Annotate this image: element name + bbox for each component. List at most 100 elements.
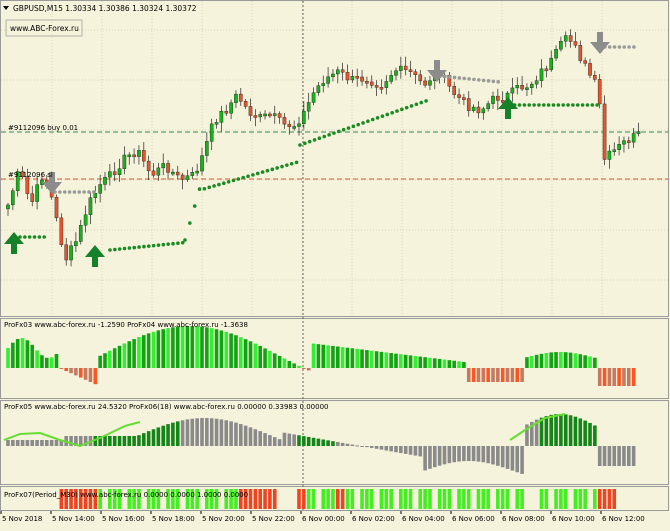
indicator-1-bar: [195, 326, 199, 368]
indicator-3-bar: [151, 489, 156, 509]
bullish-candle: [190, 172, 195, 176]
indicator-2-bar: [98, 436, 102, 446]
indicator-3-bar: [112, 489, 117, 509]
indicator-2-bar: [408, 446, 413, 455]
indicator-3-bar: [171, 489, 175, 509]
support-dot: [527, 103, 532, 107]
indicator-1-bar: [466, 368, 471, 382]
indicator-3-bar: [311, 489, 316, 509]
indicator-1-bar: [365, 350, 369, 368]
support-dot: [575, 103, 580, 107]
indicator-1-bar: [258, 345, 262, 368]
dropdown-triangle-icon[interactable]: [3, 6, 9, 10]
bullish-candle: [74, 241, 78, 246]
bullish-candle: [394, 70, 398, 76]
bearish-candle: [25, 176, 30, 194]
indicator-1-bar: [476, 368, 481, 382]
indicator-3-bar: [268, 489, 272, 509]
support-dot: [298, 143, 302, 147]
indicator-3-bar: [117, 489, 122, 509]
indicator-3-bar: [69, 489, 73, 509]
bearish-candle: [151, 170, 156, 176]
bullish-candle: [306, 102, 311, 112]
indicator-1-bar: [59, 368, 64, 369]
time-axis-label: 5 Nov 16:00: [102, 515, 145, 523]
indicator-2-bar: [171, 422, 175, 446]
indicator-1-bar: [336, 346, 340, 368]
support-dot: [370, 117, 375, 122]
indicator-1-bar: [345, 347, 350, 368]
indicator-1-bar: [481, 368, 486, 382]
indicator-2-bar: [403, 446, 408, 454]
indicator-1-bar: [190, 326, 195, 368]
bearish-candle: [175, 171, 180, 176]
support-dot: [294, 160, 299, 165]
indicator-1-bar: [302, 368, 306, 369]
indicator-2-bar: [214, 418, 219, 446]
bearish-candle: [500, 100, 505, 103]
resistance-dot: [627, 45, 631, 49]
indicator-3-bar: [602, 489, 607, 509]
time-axis-label: 6 Nov 02:00: [352, 515, 395, 523]
indicator-3-bar: [156, 489, 161, 509]
bullish-candle: [156, 167, 161, 176]
support-dot: [183, 238, 187, 242]
indicator-3-bar: [59, 489, 64, 509]
indicator-2-bar: [268, 435, 272, 446]
support-dot: [127, 246, 132, 250]
time-axis-label: 5 Nov 18:00: [152, 515, 195, 523]
main-panel-frame: [0, 0, 669, 317]
indicator-2-bar: [243, 425, 248, 446]
indicator-3-bar: [389, 489, 393, 509]
indicator-2-bar: [360, 446, 364, 447]
bearish-candle: [369, 81, 374, 86]
bearish-candle: [403, 65, 408, 70]
indicator-2-bar: [219, 419, 224, 446]
indicator-2-bar: [272, 437, 277, 446]
indicator-1-bar: [602, 368, 607, 386]
support-dot: [231, 178, 236, 183]
indicator-3-bar: [399, 489, 403, 509]
bullish-candle: [302, 110, 306, 124]
indicator-2-bar: [462, 446, 466, 462]
bullish-candle: [297, 123, 301, 127]
indicator-1-bar: [316, 344, 321, 368]
support-dot: [207, 185, 212, 190]
indicator-2-bar: [239, 424, 243, 446]
indicator-3-bar: [403, 489, 408, 509]
indicator-2-bar: [379, 446, 384, 450]
support-dot: [385, 112, 390, 117]
bearish-candle: [248, 106, 253, 116]
resistance-dot: [457, 76, 462, 80]
resistance-dot: [462, 76, 467, 81]
indicator-1-bar: [78, 368, 83, 378]
indicator-2-bar: [331, 441, 335, 446]
indicator-2-bar: [306, 436, 311, 446]
indicator-1-bar: [98, 355, 102, 368]
bullish-candle: [631, 133, 636, 143]
indicator-1-bar: [379, 351, 384, 368]
symbol-info: GBPUSD,M15 1.30334 1.30386 1.30324 1.303…: [13, 4, 197, 13]
resistance-dot: [467, 77, 471, 81]
support-dot: [361, 121, 365, 125]
bullish-candle: [214, 122, 219, 125]
bullish-candle: [491, 95, 495, 104]
indicator-3-bar: [175, 489, 180, 509]
indicator-1-bar: [447, 360, 452, 368]
indicator-1-bar: [433, 358, 437, 368]
indicator-1-bar: [462, 361, 466, 368]
indicator-1-bar: [374, 351, 379, 368]
bearish-candle: [30, 193, 35, 202]
indicator-2-bar: [607, 446, 612, 466]
indicator-1-bar: [15, 338, 20, 368]
indicator-1-bar: [306, 368, 311, 371]
indicator-1-bar: [515, 368, 520, 382]
support-dot: [212, 184, 216, 188]
bullish-candle: [559, 41, 563, 50]
indicator-2-bar: [142, 433, 146, 446]
bullish-candle: [108, 171, 112, 178]
indicator-3-bar: [486, 489, 490, 509]
indicator-1-bar: [253, 343, 258, 368]
support-dot: [346, 126, 351, 130]
